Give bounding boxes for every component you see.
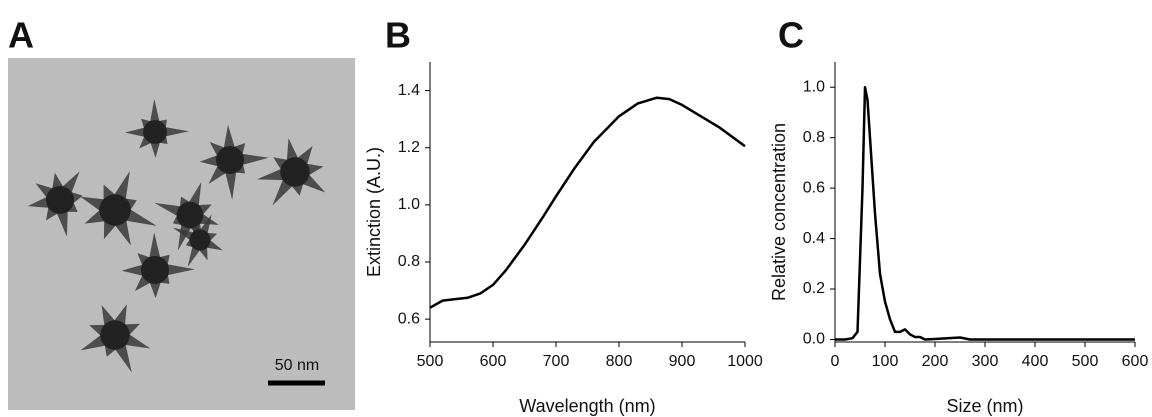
panel-label: B (385, 15, 411, 56)
y-tick-label: 1.2 (398, 139, 420, 156)
x-tick-label: 0 (831, 353, 840, 370)
scale-bar-label: 50 nm (275, 357, 319, 374)
y-tick-label: 0.4 (803, 230, 825, 247)
nanostar-core (100, 320, 130, 350)
y-axis-title: Relative concentration (769, 123, 789, 301)
nanostar-core (143, 120, 167, 144)
y-tick-label: 1.4 (398, 82, 420, 99)
x-tick-label: 800 (606, 353, 633, 370)
x-tick-label: 100 (872, 353, 899, 370)
panel-label: C (778, 15, 804, 56)
nanostar-core (99, 194, 131, 226)
x-tick-label: 300 (972, 353, 999, 370)
y-tick-label: 0.6 (398, 310, 420, 327)
panel-label: A (8, 15, 34, 56)
x-axis-title: Wavelength (nm) (519, 396, 655, 416)
nanostar-core (216, 146, 244, 174)
y-axis-title: Extinction (A.U.) (364, 147, 384, 277)
x-tick-label: 500 (1072, 353, 1099, 370)
x-tick-label: 600 (480, 353, 507, 370)
y-tick-label: 0.0 (803, 331, 825, 348)
tem-image (8, 58, 355, 410)
data-line (429, 96, 746, 309)
nanostar-core (176, 201, 204, 229)
nanostar-core (46, 186, 74, 214)
x-tick-label: 500 (417, 353, 444, 370)
nanostar-core (280, 157, 310, 187)
y-tick-label: 0.2 (803, 280, 825, 297)
x-tick-label: 700 (543, 353, 570, 370)
nanostar-core (141, 256, 169, 284)
y-tick-label: 0.8 (398, 253, 420, 270)
y-tick-label: 0.8 (803, 129, 825, 146)
x-tick-label: 900 (669, 353, 696, 370)
x-tick-label: 1000 (727, 353, 763, 370)
y-tick-label: 1.0 (398, 196, 420, 213)
x-axis-title: Size (nm) (946, 396, 1023, 416)
y-tick-label: 0.6 (803, 179, 825, 196)
y-tick-label: 1.0 (803, 78, 825, 95)
x-tick-label: 200 (922, 353, 949, 370)
x-tick-label: 600 (1122, 353, 1149, 370)
x-tick-label: 400 (1022, 353, 1049, 370)
nanostar-core (189, 229, 211, 251)
data-line (835, 85, 1135, 341)
